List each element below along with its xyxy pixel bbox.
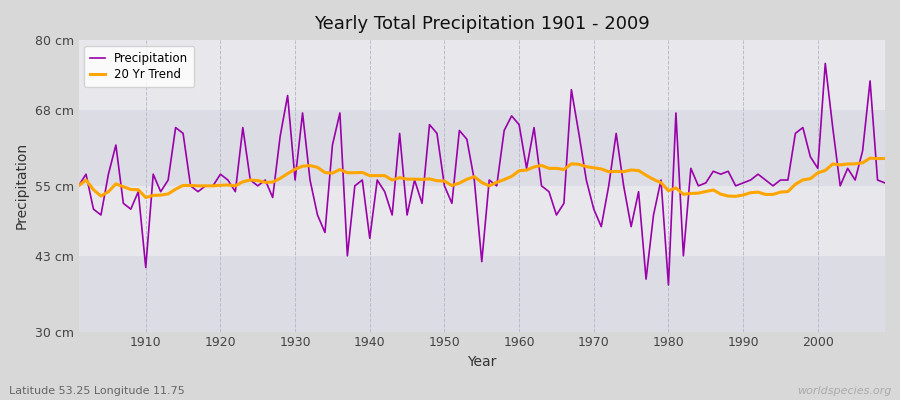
Precipitation [73,184,84,188]
20 Yr Trend [611,169,622,174]
Text: Latitude 53.25 Longitude 11.75: Latitude 53.25 Longitude 11.75 [9,386,184,396]
20 Yr Trend [879,156,890,161]
Bar [78,110,885,186]
Precipitation [820,61,831,66]
Precipitation [297,110,308,115]
20 Yr Trend [349,170,360,175]
Bar [78,256,885,332]
20 Yr Trend [521,168,532,172]
20 Yr Trend [73,184,84,188]
Title: Yearly Total Precipitation 1901 - 2009: Yearly Total Precipitation 1901 - 2009 [314,15,650,33]
Text: worldspecies.org: worldspecies.org [796,386,891,396]
20 Yr Trend [865,156,876,160]
Bar [78,40,885,110]
Precipitation [603,184,614,188]
20 Yr Trend [304,163,315,168]
Legend: Precipitation, 20 Yr Trend: Precipitation, 20 Yr Trend [85,46,194,87]
Precipitation [514,122,525,127]
20 Yr Trend [514,168,525,173]
Y-axis label: Precipitation: Precipitation [15,142,29,230]
Precipitation [342,254,353,258]
Precipitation [879,180,890,185]
X-axis label: Year: Year [467,355,497,369]
Precipitation [663,282,674,287]
Line: 20 Yr Trend: 20 Yr Trend [78,158,885,198]
Line: Precipitation: Precipitation [78,64,885,285]
Bar [78,186,885,256]
Precipitation [133,189,144,194]
20 Yr Trend [140,195,151,200]
20 Yr Trend [133,187,144,192]
Precipitation [506,114,517,118]
